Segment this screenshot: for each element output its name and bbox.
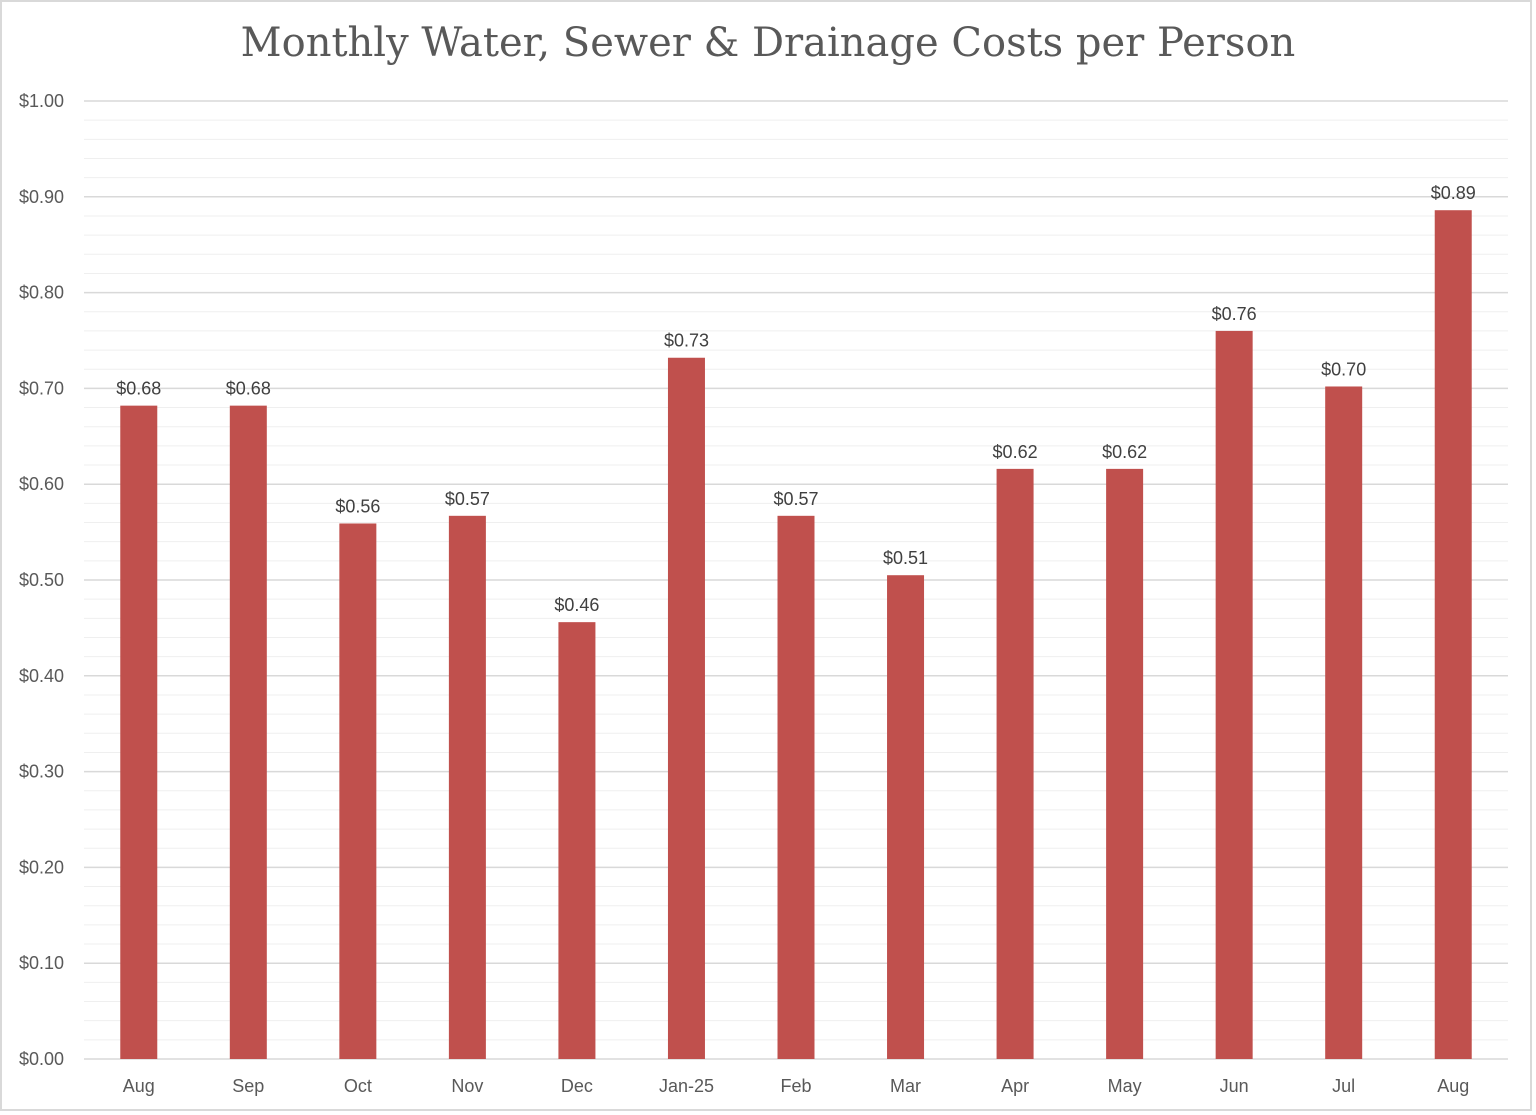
bar [339, 523, 377, 1059]
data-labels: $0.68 $0.68 $0.56 $0.57 $0.46 $0.73 $0.57 $0.51… [116, 183, 1476, 615]
data-label: $0.56 [335, 496, 380, 516]
bar [1215, 330, 1253, 1059]
x-tick-label: Aug [1437, 1076, 1469, 1096]
y-tick-label: $0.40 [19, 666, 64, 686]
bars [120, 210, 1472, 1059]
x-tick-label: May [1108, 1076, 1142, 1096]
bar [1106, 468, 1144, 1059]
x-tick-label: Feb [780, 1076, 811, 1096]
bar [667, 357, 705, 1059]
y-tick-label: $0.50 [19, 570, 64, 590]
bar [887, 575, 925, 1059]
bar [448, 515, 486, 1059]
data-label: $0.57 [445, 489, 490, 509]
x-tick-label: Aug [123, 1076, 155, 1096]
data-label: $0.62 [993, 442, 1038, 462]
x-tick-label: Oct [344, 1076, 372, 1096]
y-tick-label: $0.90 [19, 187, 64, 207]
bar [996, 468, 1034, 1059]
y-tick-label: $0.30 [19, 762, 64, 782]
data-label: $0.89 [1431, 183, 1476, 203]
y-tick-label: $0.20 [19, 857, 64, 877]
data-label: $0.62 [1102, 442, 1147, 462]
data-label: $0.73 [664, 331, 709, 351]
x-tick-label: Jun [1220, 1076, 1249, 1096]
y-tick-label: $0.70 [19, 378, 64, 398]
data-label: $0.57 [773, 489, 818, 509]
x-axis: Aug Sep Oct Nov Dec Jan-25 Feb Mar Apr May Jun Jul A… [123, 1076, 1469, 1096]
data-label: $0.68 [226, 379, 271, 399]
y-tick-label: $0.80 [19, 283, 64, 303]
chart-title: Monthly Water, Sewer & Drainage Costs pe… [240, 20, 1296, 66]
x-tick-label: Sep [232, 1076, 264, 1096]
data-label: $0.68 [116, 379, 161, 399]
x-tick-label: Dec [561, 1076, 593, 1096]
y-tick-label: $0.00 [19, 1049, 64, 1069]
data-label: $0.76 [1212, 304, 1257, 324]
bar [777, 515, 815, 1059]
x-tick-label: Apr [1001, 1076, 1029, 1096]
y-axis: $0.00 $0.10 $0.20 $0.30 $0.40 $0.50 $0.60 $0.70… [19, 91, 64, 1069]
x-tick-label: Jul [1332, 1076, 1355, 1096]
bar [1434, 210, 1472, 1059]
y-tick-label: $0.10 [19, 953, 64, 973]
data-label: $0.51 [883, 548, 928, 568]
bar [120, 405, 158, 1059]
data-label: $0.70 [1321, 359, 1366, 379]
x-tick-label: Jan-25 [659, 1076, 714, 1096]
x-tick-label: Nov [451, 1076, 483, 1096]
bar [229, 405, 267, 1059]
y-tick-label: $0.60 [19, 474, 64, 494]
data-label: $0.46 [554, 595, 599, 615]
bar [558, 622, 596, 1059]
y-tick-label: $1.00 [19, 91, 64, 111]
bar [1325, 386, 1363, 1059]
x-tick-label: Mar [890, 1076, 921, 1096]
